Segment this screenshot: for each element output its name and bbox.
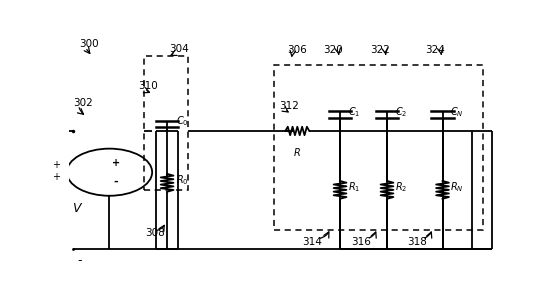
Text: 316: 316 (352, 237, 371, 247)
Text: +: + (112, 158, 120, 168)
Bar (274, 65, 483, 230)
Text: 304: 304 (169, 43, 189, 54)
Text: -: - (114, 177, 118, 187)
Text: $R$: $R$ (293, 146, 301, 158)
Text: 310: 310 (138, 81, 158, 91)
Text: +: + (52, 160, 60, 170)
Text: 302: 302 (73, 98, 93, 108)
Text: $C_N$: $C_N$ (450, 105, 464, 119)
Text: $V$: $V$ (72, 202, 83, 215)
Text: 318: 318 (407, 237, 427, 247)
Bar (144, 56, 188, 190)
Text: $R_1$: $R_1$ (348, 181, 360, 194)
Text: $R_0$: $R_0$ (176, 174, 188, 187)
Text: 312: 312 (279, 101, 299, 111)
Text: $C_2$: $C_2$ (395, 105, 407, 119)
Text: 314: 314 (302, 237, 322, 247)
Text: +: + (52, 172, 60, 182)
Text: 322: 322 (370, 45, 390, 55)
Text: $C_1$: $C_1$ (348, 105, 360, 119)
Text: 324: 324 (425, 45, 445, 55)
Text: 300: 300 (79, 39, 99, 49)
Text: -: - (77, 254, 82, 267)
Text: 306: 306 (287, 45, 306, 55)
Text: $R_N$: $R_N$ (450, 181, 464, 194)
Text: $C_0$: $C_0$ (176, 115, 188, 129)
Text: 320: 320 (323, 45, 343, 55)
Text: 308: 308 (145, 229, 165, 238)
Text: $R_2$: $R_2$ (395, 181, 407, 194)
